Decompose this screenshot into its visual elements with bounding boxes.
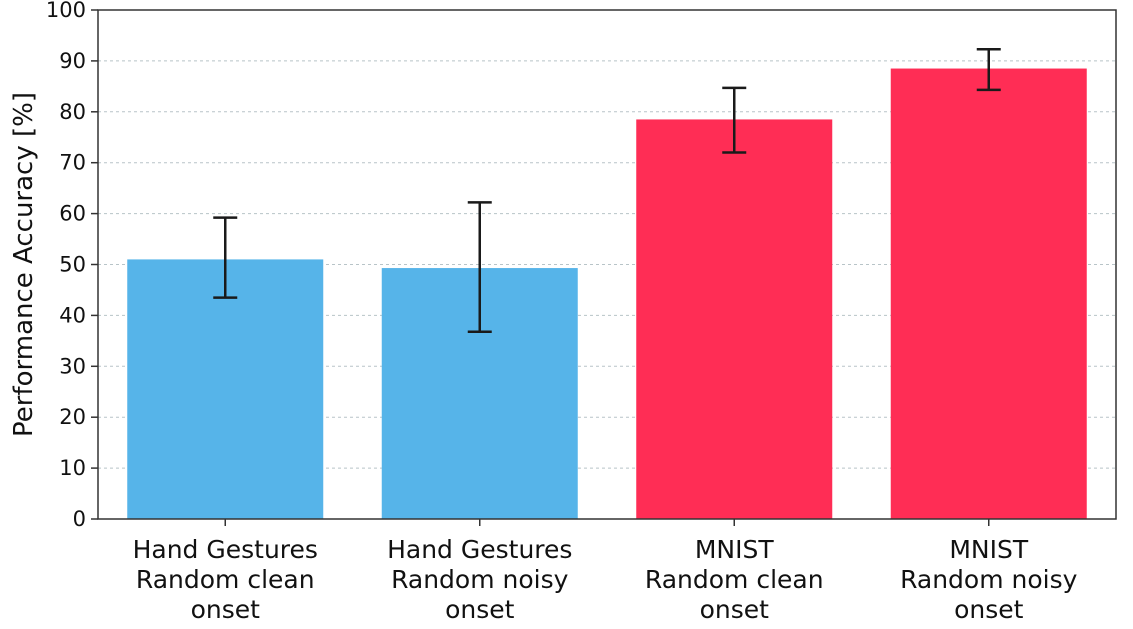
x-category-label-line: Hand Gestures: [387, 535, 572, 564]
y-tick-label: 20: [59, 405, 86, 429]
x-category-label-line: onset: [700, 595, 770, 624]
y-tick-label: 30: [59, 354, 86, 378]
x-category-label-line: Random clean: [136, 565, 315, 594]
y-axis-title: Performance Accuracy [%]: [9, 92, 39, 437]
x-category-label: Hand Gestures Random noisy onset: [387, 535, 572, 624]
y-tick-label: 40: [59, 303, 86, 327]
x-category-label-line: onset: [954, 595, 1024, 624]
x-category-label-line: MNIST: [949, 535, 1029, 564]
bar: [890, 68, 1087, 519]
x-category-label-line: Random noisy: [900, 565, 1078, 594]
x-category-label-line: onset: [445, 595, 515, 624]
y-tick-label: 60: [59, 202, 86, 226]
x-category-label-line: MNIST: [695, 535, 775, 564]
x-category-label-line: Random noisy: [391, 565, 569, 594]
x-category-label-line: Random clean: [645, 565, 824, 594]
x-category-label: Hand Gestures Random clean onset: [133, 535, 318, 624]
bar: [127, 259, 324, 519]
y-tick-label: 100: [46, 0, 86, 22]
x-category-label-line: Hand Gestures: [133, 535, 318, 564]
bar: [636, 119, 833, 519]
y-tick-label: 70: [59, 151, 86, 175]
bars: [127, 68, 1087, 519]
y-tick-label: 90: [59, 49, 86, 73]
y-axis-ticks: 0 10 20 30 40 50 60 70 80 90 100: [46, 0, 98, 531]
x-category-label: MNIST Random clean onset: [645, 535, 824, 624]
error-bars: [213, 47, 1001, 333]
x-category-label: MNIST Random noisy onset: [900, 535, 1078, 624]
y-tick-label: 0: [73, 507, 86, 531]
y-tick-label: 50: [59, 253, 86, 277]
y-tick-label: 10: [59, 456, 86, 480]
y-tick-label: 80: [59, 100, 86, 124]
x-category-label-line: onset: [191, 595, 261, 624]
